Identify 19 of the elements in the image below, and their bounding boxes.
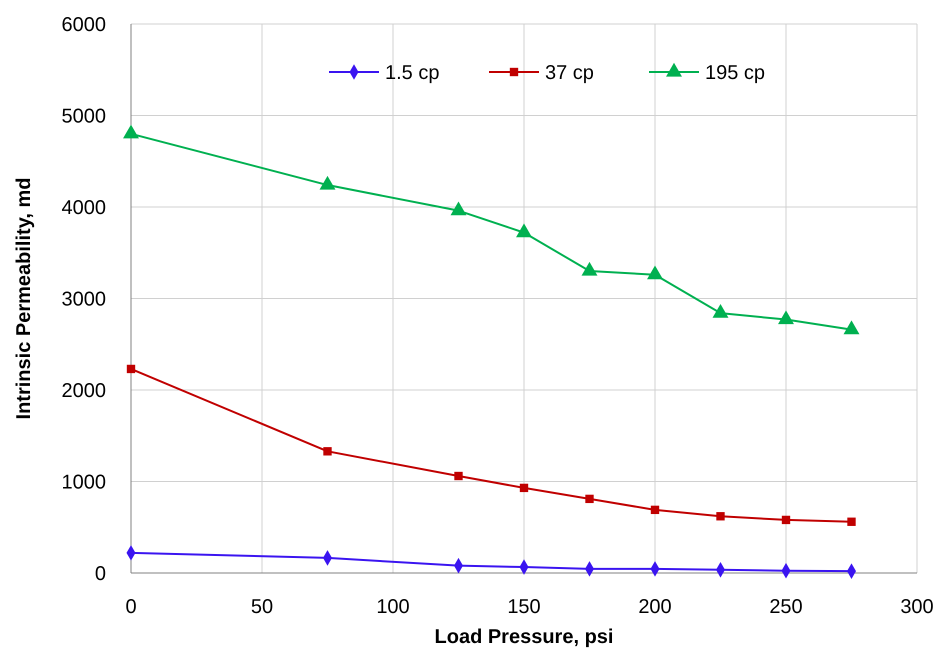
x-tick-label: 150	[507, 596, 541, 618]
legend-label: 195 cp	[705, 62, 766, 84]
y-axis-title: Intrinsic Permeability, md	[13, 178, 35, 420]
x-axis-title: Load Pressure, psi	[434, 626, 614, 648]
y-tick-label: 1000	[62, 472, 106, 494]
y-tick-label: 5000	[62, 106, 106, 128]
y-tick-label: 0	[94, 563, 106, 585]
x-tick-label: 100	[376, 596, 410, 618]
x-tick-label: 300	[900, 596, 934, 618]
x-tick-label: 0	[125, 596, 137, 618]
x-tick-label: 200	[638, 596, 672, 618]
y-tick-label: 6000	[62, 14, 106, 36]
y-tick-label: 3000	[62, 288, 106, 310]
x-tick-label: 50	[250, 596, 274, 618]
legend-label: 37 cp	[545, 62, 594, 84]
y-tick-label: 2000	[62, 380, 106, 402]
y-tick-label: 4000	[62, 197, 106, 219]
legend-label: 1.5 cp	[385, 62, 440, 84]
x-tick-label: 250	[769, 596, 803, 618]
